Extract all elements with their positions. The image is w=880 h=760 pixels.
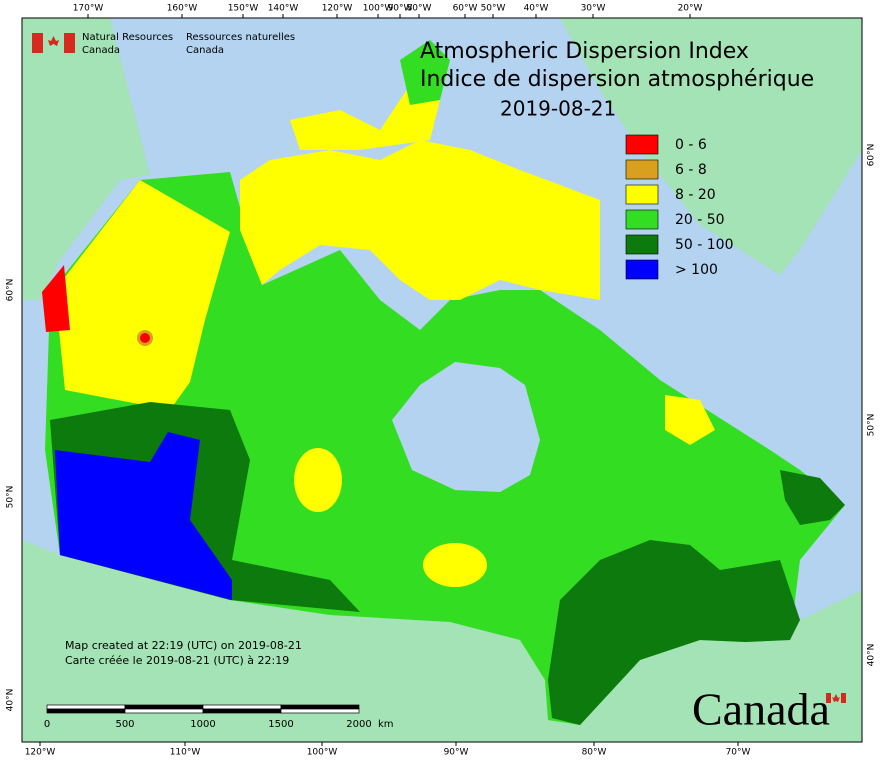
united-states [22, 540, 862, 742]
agency-fr: Canada [186, 45, 224, 56]
flag-bar [826, 693, 831, 703]
scale-label: 2000 [346, 719, 371, 730]
top-label: 90°W [388, 4, 413, 14]
canada-wordmark [826, 693, 846, 703]
yellow-baffin [290, 70, 440, 150]
legend-label: 50 - 100 [675, 237, 734, 253]
right-label: 50°N [867, 414, 877, 437]
bottom-label: 120°W [25, 748, 56, 758]
green-dark-newfoundland [780, 470, 845, 525]
agency-en: Natural Resources [82, 32, 173, 43]
legend-label: 0 - 6 [675, 137, 707, 153]
scale-segment [46, 708, 126, 714]
left-label: 50°N [6, 486, 16, 509]
top-label: 60°W [453, 4, 478, 14]
title: Indice de dispersion atmosphérique [420, 67, 814, 92]
scale-segment [280, 704, 360, 710]
top-label: 100°W [363, 4, 394, 14]
top-label: 40°W [524, 4, 549, 14]
frame-border [21, 17, 863, 743]
top-label: 30°W [581, 4, 606, 14]
agency-fr: Ressources naturelles [186, 32, 295, 43]
yellow-arctic [240, 140, 600, 300]
blue-west [55, 432, 232, 600]
yellow-north-west [55, 180, 230, 410]
bottom-label: 100°W [307, 748, 338, 758]
top-label: 170°W [73, 4, 104, 14]
legend-swatch [625, 209, 659, 230]
top-label: 150°W [228, 4, 259, 14]
green-dark-east [548, 540, 800, 725]
legend-swatch [625, 259, 659, 280]
scale-label: 0 [44, 719, 50, 730]
bottom-label: 90°W [444, 748, 469, 758]
legend-label: > 100 [675, 262, 718, 278]
legend-swatch [625, 159, 659, 180]
top-label: 160°W [167, 4, 198, 14]
left-label: 40°N [6, 689, 16, 712]
scale-label: 1500 [268, 719, 293, 730]
legend: 0 - 6 6 - 8 8 - 20 20 - 50 50 - 100 > 100 [625, 134, 734, 280]
alaska [22, 18, 150, 300]
bottom-label: 110°W [170, 748, 201, 758]
flag-bar [32, 33, 43, 53]
date: 2019-08-21 [500, 97, 616, 121]
yellow-quebec [423, 543, 487, 587]
title: Atmospheric Dispersion Index [420, 39, 749, 64]
note: Carte créée le 2019-08-21 (UTC) à 22:19 [65, 654, 289, 667]
legend-label: 8 - 20 [675, 187, 716, 203]
graticule: 170°W 160°W 150°W 140°W 120°W 100°W90°W80°W 60… [6, 4, 877, 758]
right-label: 40°N [867, 644, 877, 667]
wordmark: Canada [692, 684, 830, 735]
greenland [560, 18, 862, 275]
top-label: 20°W [678, 4, 703, 14]
legend-swatch [625, 234, 659, 255]
bottom-label: 70°W [726, 748, 751, 758]
texts: Natural Resources Canada Ressources nature… [65, 32, 830, 735]
scale-segment [202, 708, 282, 714]
map-frame [22, 18, 862, 742]
red-yukon [42, 265, 70, 332]
left-label: 60°N [6, 279, 16, 302]
yellow-saskatchewan [294, 448, 342, 512]
top-label: 50°W [481, 4, 506, 14]
top-label: 140°W [268, 4, 299, 14]
scale-segment [280, 708, 360, 714]
note: Map created at 22:19 (UTC) on 2019-08-21 [65, 639, 302, 652]
scale-segment [124, 704, 204, 710]
agency-en: Canada [82, 45, 120, 56]
bottom-label: 80°W [582, 748, 607, 758]
flag-bar [841, 693, 846, 703]
nrcan-logo [32, 33, 75, 53]
green-ellesmere [400, 40, 450, 105]
red-spot [140, 333, 150, 343]
top-label: 120°W [322, 4, 353, 14]
flag-bar [64, 33, 75, 53]
legend-swatch [625, 134, 659, 155]
maple-leaf [832, 694, 840, 702]
top-label: 80°W [407, 4, 432, 14]
scale-unit: km [378, 719, 394, 730]
scale-label: 1000 [190, 719, 215, 730]
right-label: 60°N [867, 144, 877, 167]
yellow-labrador [665, 395, 715, 445]
scale-bar: 0 500 1000 1500 2000 km [44, 704, 394, 730]
maple-leaf [48, 36, 59, 46]
scale-label: 500 [115, 719, 134, 730]
scale-segment [124, 708, 204, 714]
hudson-bay [392, 362, 540, 492]
legend-label: 20 - 50 [675, 212, 725, 228]
legend-label: 6 - 8 [675, 162, 707, 178]
scale-segment [202, 704, 282, 710]
legend-swatch [625, 184, 659, 205]
scale-segment [46, 704, 126, 710]
